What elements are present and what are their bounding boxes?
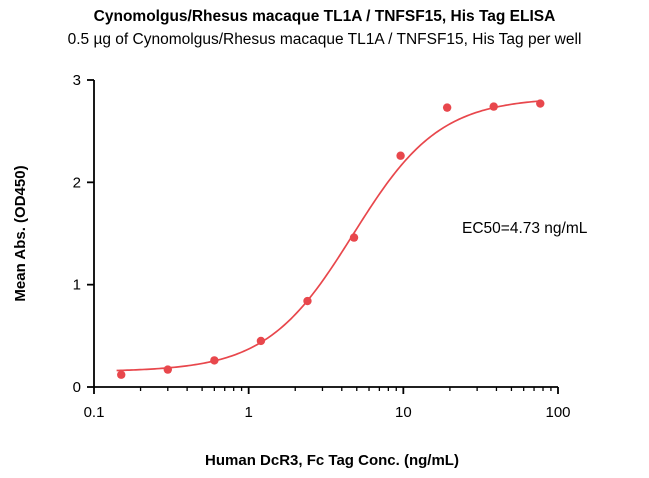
data-points-layer <box>117 99 545 379</box>
chart-title: Cynomolgus/Rhesus macaque TL1A / TNFSF15… <box>93 8 556 25</box>
chart-subtitle: 0.5 µg of Cynomolgus/Rhesus macaque TL1A… <box>67 31 582 48</box>
y-tick-label: 1 <box>73 277 81 294</box>
data-point <box>303 296 312 306</box>
y-tick-label: 0 <box>73 379 81 396</box>
data-point <box>489 102 498 111</box>
data-point <box>117 370 126 379</box>
data-point <box>256 336 266 346</box>
x-tick-label: 1 <box>244 404 252 421</box>
y-tick-label: 2 <box>73 174 81 191</box>
axes <box>87 79 559 394</box>
x-tick-label: 10 <box>395 404 412 421</box>
labels-layer: 0 1 2 3 0.1 1 10 100 Human DcR3, Fc Tag Conc. (n… <box>12 72 588 469</box>
data-point <box>210 356 219 365</box>
x-axis-title: Human DcR3, Fc Tag Conc. (ng/mL) <box>205 452 459 469</box>
x-tick-label: 0.1 <box>84 404 105 421</box>
x-tick-label: 100 <box>545 404 570 421</box>
data-point <box>349 233 359 242</box>
y-axis-title: Mean Abs. (OD450) <box>12 165 29 301</box>
fit-curve-layer <box>116 100 542 372</box>
data-point <box>536 99 545 108</box>
data-point <box>442 103 452 112</box>
ec50-annotation: EC50=4.73 ng/mL <box>462 220 588 237</box>
fit-curve <box>116 100 542 372</box>
data-point <box>163 365 172 374</box>
data-point <box>396 151 405 160</box>
y-tick-label: 3 <box>73 72 81 89</box>
